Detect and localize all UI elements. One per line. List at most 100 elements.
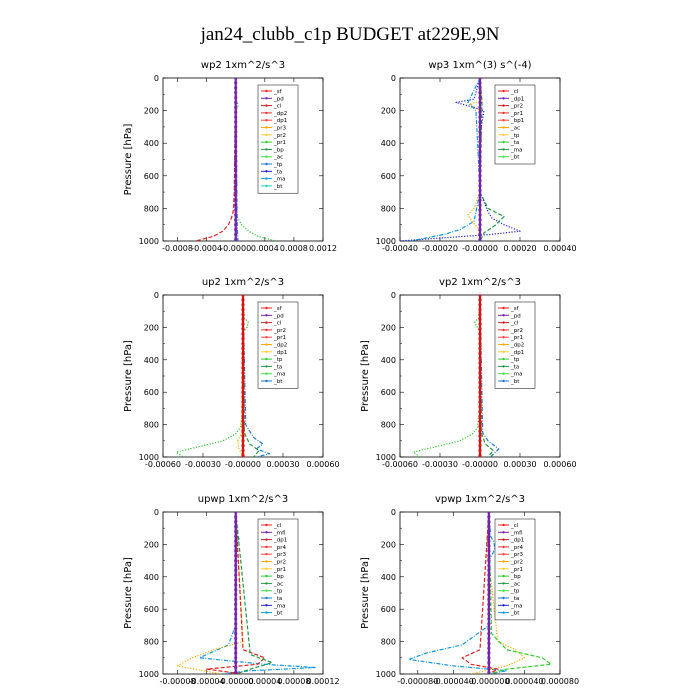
y-tick-label: 400 [381,139,396,148]
series-marker [234,208,238,212]
legend-marker [265,589,268,592]
series-marker [241,390,245,394]
series-marker [478,237,482,241]
legend-marker [502,582,505,585]
series-marker [487,529,491,534]
series-marker [478,410,482,414]
series-marker [234,573,238,577]
series-marker [234,130,238,134]
series-marker [478,376,482,380]
x-tick-label: 0.00004 [248,677,281,686]
legend-entry: _pr2 [510,560,523,566]
legend-entry: _dp1 [510,350,524,356]
legend-marker [265,553,268,556]
series-group [175,295,271,457]
legend-marker [502,523,505,527]
legend-entry: _bp [510,574,521,580]
series-marker [487,520,491,524]
series-marker [478,424,482,428]
legend-marker [502,148,505,151]
legend-marker [502,321,505,324]
series-marker [241,361,245,365]
series-marker [241,380,245,385]
series-line-pr1 [461,512,499,674]
series-marker [234,534,238,538]
series-marker [241,356,245,360]
x-tick-label: 0.00008 [277,677,310,686]
legend-marker [502,531,505,534]
series-marker [487,544,491,548]
series-group [195,78,276,241]
series-marker [234,563,238,568]
legend-entry: _pd [273,96,284,102]
plot-frame [162,511,324,675]
legend-marker [502,596,505,600]
series-marker [241,371,245,375]
series-marker [478,159,482,163]
series-marker [478,174,482,178]
legend-marker [265,126,268,129]
series-marker [487,534,491,538]
legend-marker [265,567,268,570]
y-tick-label: 0 [391,508,396,517]
legend-marker [502,97,505,100]
panel-title: wp2 1xm^2/s^3 [201,60,285,71]
series-marker [241,346,245,351]
series-marker [234,218,238,222]
series-marker [478,356,482,360]
series-marker [478,183,482,188]
legend-entry: _pr2 [273,328,286,334]
legend-entry: _bp1 [510,118,524,124]
legend-marker [502,306,505,310]
series-marker [234,100,238,105]
series-marker [487,554,491,558]
series-marker [478,208,482,212]
legend-entry: _tp [510,357,520,363]
y-tick-label: 400 [381,573,396,582]
series-marker [478,312,482,317]
series-marker [487,563,491,568]
legend-entry: _tp [510,133,520,139]
series-marker [478,100,482,105]
legend-entry: _dp1 [273,538,287,544]
legend-marker [502,336,505,339]
legend-marker [265,140,268,144]
x-tick-label: 0.0004 [251,244,279,253]
series-marker [241,307,245,312]
series-marker [478,371,482,375]
legend-entry: _pr4 [510,545,524,551]
series-marker [234,86,238,90]
legend-marker [502,553,505,556]
series-marker [234,554,238,558]
legend-entry: _dp1 [510,96,524,102]
series-marker [234,227,238,232]
legend-entry: _bp [273,147,284,153]
series-marker [487,607,491,611]
legend-marker [265,545,268,549]
series-marker [487,651,491,655]
legend-entry: _sf [273,306,283,312]
legend-marker [265,133,268,136]
legend-marker [265,611,268,614]
y-tick-label: 1000 [376,453,396,462]
series-marker [478,307,482,312]
x-tick-label: 0.00030 [266,460,299,469]
legend-entry: _pd [273,313,284,319]
legend-entry: _ma [273,372,285,378]
series-marker [241,439,245,443]
x-tick-label: -0.00060 [382,460,418,469]
series-marker [234,144,238,149]
series-marker [478,337,482,341]
y-tick-label: 0 [154,74,159,83]
legend-entry: _ma [273,177,285,183]
series-marker [234,593,238,597]
legend-entry: _ac [510,126,520,132]
series-marker [478,419,482,423]
legend-entry: _tp [510,589,520,595]
panel-title: vpwp 1xm^2/s^3 [435,494,525,505]
legend-marker [502,379,505,383]
series-line-dp1 [412,295,481,457]
legend-entry: _pr3 [510,552,524,558]
series-marker [478,385,482,389]
